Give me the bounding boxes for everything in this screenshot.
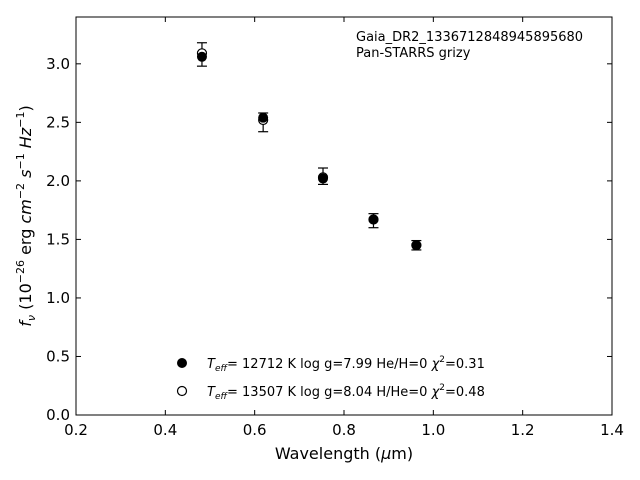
y-axis-label: fν (10−26 erg cm−2 s−1 Hz−1) <box>14 105 38 326</box>
legend-label-open: Teff= 13507 K log g=8.04 H/He=0 χ2=0.48 <box>207 383 485 402</box>
y-tick-label: 2.0 <box>46 172 70 190</box>
legend-marker-filled <box>177 358 187 368</box>
y-tick-label: 0.0 <box>46 406 70 424</box>
point-filled <box>258 112 269 123</box>
axis-ticks: 0.2 0.4 0.6 0.8 1.0 1.2 1.4 0.0 0.5 1.0 1.5 2.0 2.5 3… <box>46 17 624 439</box>
annotation-object-id: Gaia_DR2_1336712848945895680 <box>356 30 583 45</box>
x-tick-label: 1.2 <box>511 421 535 439</box>
error-bars <box>196 42 422 251</box>
x-tick-label: 0.2 <box>64 421 88 439</box>
plot-frame <box>75 16 613 416</box>
x-tick-label: 0.8 <box>332 421 356 439</box>
x-tick-label: 1.0 <box>421 421 445 439</box>
x-axis-label: Wavelength (μm) <box>275 444 413 463</box>
point-filled <box>411 240 422 251</box>
y-tick-label: 3.0 <box>46 55 70 73</box>
data-points <box>196 48 422 251</box>
point-filled <box>196 51 207 62</box>
y-tick-label: 1.0 <box>46 289 70 307</box>
y-tick-label: 0.5 <box>46 347 70 365</box>
legend: Teff= 12712 K log g=7.99 He/H=0 χ2=0.31 … <box>176 355 485 402</box>
y-tick-label: 2.5 <box>46 113 70 131</box>
legend-label-filled: Teff= 12712 K log g=7.99 He/H=0 χ2=0.31 <box>207 355 485 374</box>
x-tick-label: 0.6 <box>243 421 267 439</box>
x-tick-label: 1.4 <box>600 421 624 439</box>
point-filled <box>368 214 379 225</box>
y-tick-label: 1.5 <box>46 230 70 248</box>
point-filled <box>318 173 329 184</box>
legend-marker-open <box>176 385 188 397</box>
annotation-survey: Pan-STARRS grizy <box>356 46 471 61</box>
x-tick-label: 0.4 <box>153 421 177 439</box>
